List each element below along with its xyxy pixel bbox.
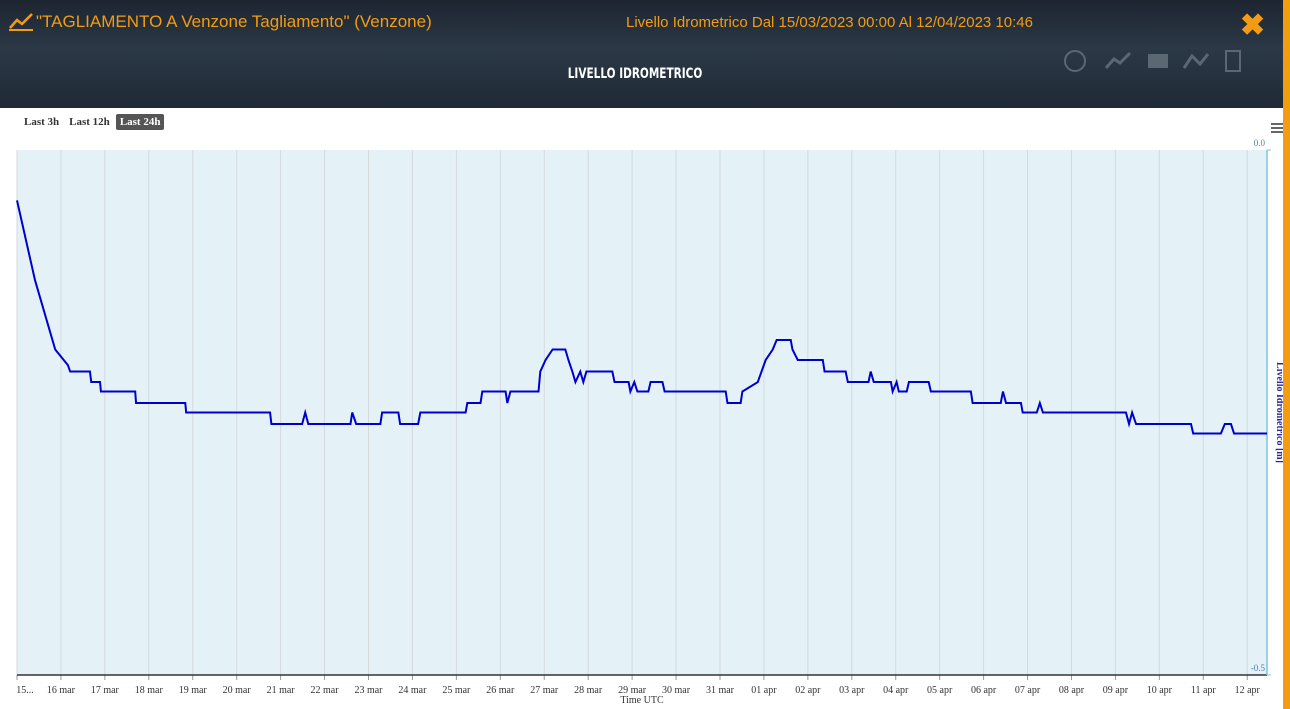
chart: 15... 16 mar 17 mar 18 mar 19 mar 20 mar 21 ma… bbox=[16, 123, 1283, 706]
x-axis-label: Time UTC bbox=[620, 695, 664, 706]
close-button[interactable]: ✖ bbox=[1240, 9, 1266, 42]
range-button[interactable]: Last 3h bbox=[24, 116, 60, 128]
x-tick-label: 11 apr bbox=[1191, 685, 1217, 696]
x-tick-label: 05 apr bbox=[927, 685, 953, 696]
header: "TAGLIAMENTO A Venzone Tagliamento" (Ven… bbox=[0, 0, 1290, 108]
x-tick-label: 19 mar bbox=[179, 685, 208, 696]
x-tick-label: 20 mar bbox=[223, 685, 252, 696]
x-tick-label: 23 mar bbox=[354, 685, 383, 696]
x-tick-label: 04 apr bbox=[883, 685, 909, 696]
x-tick-label: 06 apr bbox=[971, 685, 997, 696]
x-tick-label: 02 apr bbox=[795, 685, 821, 696]
x-tick-label: 30 mar bbox=[662, 685, 691, 696]
x-tick-label: 28 mar bbox=[574, 685, 603, 696]
x-tick-label: 22 mar bbox=[311, 685, 340, 696]
x-tick-label: 18 mar bbox=[135, 685, 164, 696]
y-tick-label: -0.5 bbox=[1251, 663, 1266, 673]
toolbar-icons bbox=[1064, 50, 1241, 72]
x-tick-label: 03 apr bbox=[839, 685, 865, 696]
panel-edge bbox=[1283, 0, 1290, 709]
x-tick-label: 26 mar bbox=[486, 685, 515, 696]
x-tick-label: 27 mar bbox=[530, 685, 559, 696]
x-tick-label: 15... bbox=[16, 685, 34, 696]
x-tick-label: 25 mar bbox=[442, 685, 471, 696]
x-tick-label: 21 mar bbox=[267, 685, 296, 696]
range-button[interactable]: Last 24h bbox=[115, 114, 165, 130]
range-button[interactable]: Last 12h bbox=[69, 116, 110, 128]
x-tick-label: 08 apr bbox=[1059, 685, 1085, 696]
x-tick-label: 10 apr bbox=[1147, 685, 1173, 696]
x-tick-label: 31 mar bbox=[706, 685, 735, 696]
x-tick-label: 29 mar bbox=[618, 685, 647, 696]
x-tick-label: 17 mar bbox=[91, 685, 120, 696]
y-tick-label: 0.0 bbox=[1254, 138, 1266, 148]
station-name: "TAGLIAMENTO A Venzone Tagliamento" (Ven… bbox=[36, 12, 432, 31]
range-selector: Last 3h Last 12h Last 24h bbox=[20, 114, 166, 130]
x-tick-label: 16 mar bbox=[47, 685, 76, 696]
x-tick-label: 09 apr bbox=[1103, 685, 1129, 696]
x-tick-label: 07 apr bbox=[1015, 685, 1041, 696]
x-tick-label: 12 apr bbox=[1235, 685, 1261, 696]
period: Livello Idrometrico Dal 15/03/2023 00:00… bbox=[626, 14, 1033, 31]
menu-button[interactable] bbox=[1271, 123, 1283, 133]
chart-title: LIVELLO IDROMETRICO bbox=[567, 66, 703, 82]
x-tick-label: 01 apr bbox=[751, 685, 777, 696]
chart-icon bbox=[9, 13, 33, 31]
y-axis-label: Livello Idrometrico [m] bbox=[1274, 362, 1283, 463]
x-tick-label: 24 mar bbox=[398, 685, 427, 696]
data-line bbox=[16, 200, 1267, 435]
